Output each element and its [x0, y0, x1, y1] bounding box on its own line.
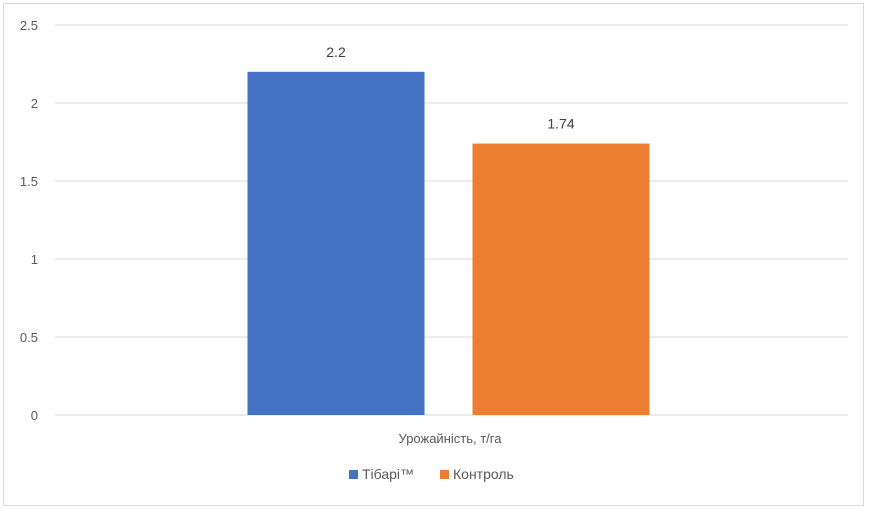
- y-axis-ticks: 0 0.5 1 1.5 2 2.5: [20, 18, 38, 423]
- y-tick-label: 1.5: [20, 174, 38, 189]
- bar-series-2: [472, 143, 650, 415]
- y-tick-label: 2: [31, 96, 38, 111]
- legend-label: Тібарі™: [362, 466, 414, 482]
- data-label: 1.74: [547, 116, 574, 132]
- y-tick-label: 1: [31, 252, 38, 267]
- x-category-label: Урожайність, т/га: [399, 431, 503, 446]
- data-labels: 2.2 1.74: [326, 44, 575, 132]
- bars: [247, 71, 650, 416]
- legend-swatch: [349, 470, 358, 479]
- legend-label: Контроль: [453, 466, 514, 482]
- data-label: 2.2: [326, 44, 346, 60]
- y-tick-label: 2.5: [20, 18, 38, 33]
- gridlines: [55, 24, 848, 416]
- legend-swatch: [440, 470, 449, 479]
- y-tick-label: 0.5: [20, 330, 38, 345]
- bar-series-1: [247, 71, 425, 416]
- y-tick-label: 0: [31, 408, 38, 423]
- legend: Тібарі™ Контроль: [349, 466, 514, 482]
- chart-frame: [3, 3, 864, 506]
